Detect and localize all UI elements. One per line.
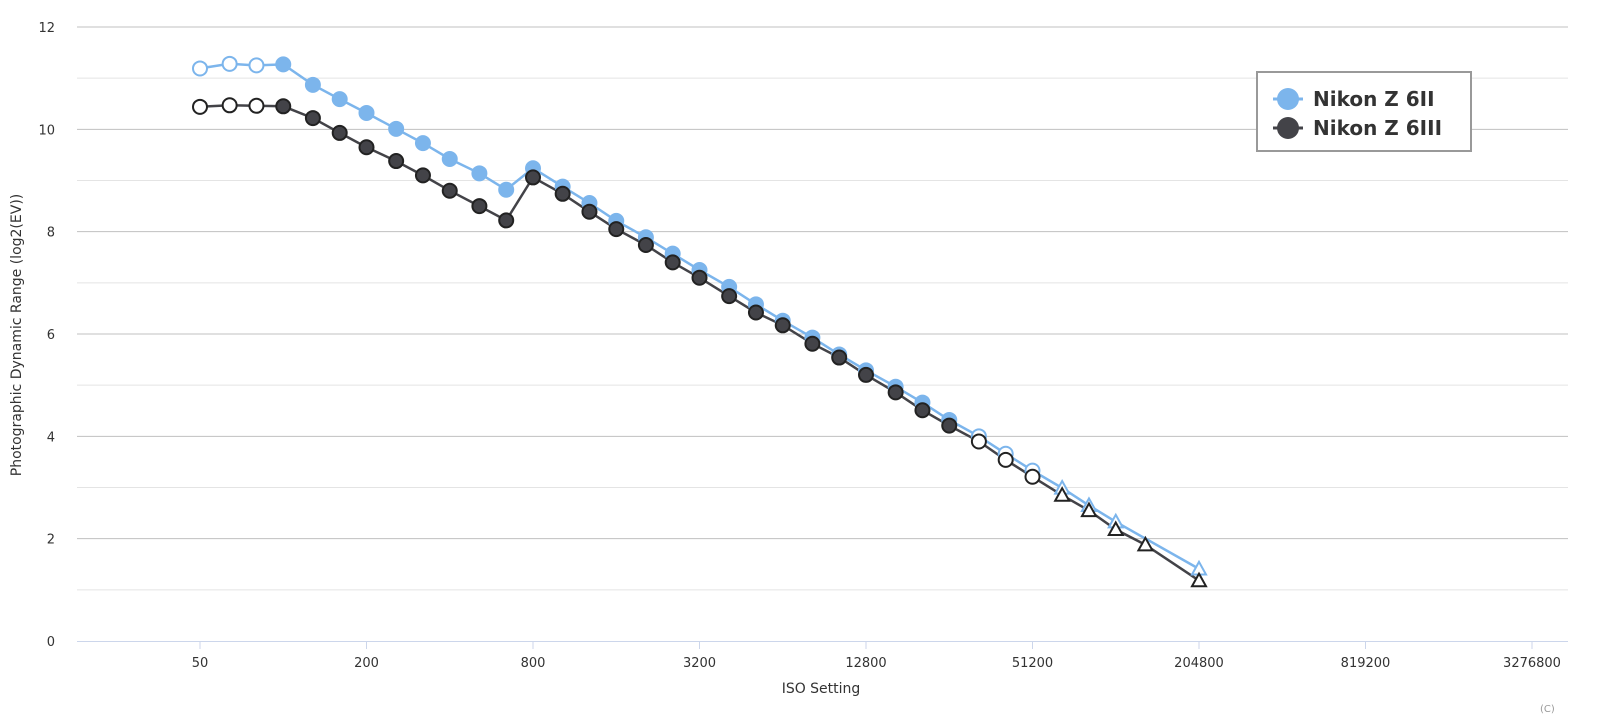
data-point-circle[interactable] — [581, 203, 598, 220]
data-point-triangle[interactable] — [1053, 486, 1071, 502]
data-point-circle[interactable] — [970, 433, 987, 450]
data-point-circle[interactable] — [358, 139, 375, 156]
y-tick-label: 8 — [47, 226, 55, 241]
data-point-circle[interactable] — [831, 349, 848, 366]
legend[interactable]: Nikon Z 6II Nikon Z 6III — [1256, 71, 1472, 152]
data-point-circle[interactable] — [221, 55, 238, 72]
legend-item-2[interactable]: Nikon Z 6III — [1273, 116, 1442, 140]
data-point-circle[interactable] — [804, 335, 821, 352]
data-point-circle[interactable] — [747, 304, 764, 321]
data-point-circle[interactable] — [608, 221, 625, 238]
data-markers — [192, 55, 1208, 588]
y-tick-label: 12 — [38, 21, 55, 36]
series-line-2[interactable] — [199, 104, 1200, 582]
data-point-circle[interactable] — [388, 153, 405, 170]
legend-label: Nikon Z 6II — [1313, 87, 1435, 111]
x-tick-label: 50 — [192, 656, 209, 671]
data-point-triangle[interactable] — [1080, 501, 1098, 518]
x-tick-label: 819200 — [1341, 656, 1391, 671]
y-tick-label: 4 — [47, 430, 55, 445]
y-tick-label: 10 — [38, 123, 55, 138]
data-point-circle[interactable] — [331, 124, 348, 141]
data-point-circle[interactable] — [498, 212, 515, 229]
data-point-circle[interactable] — [388, 120, 405, 137]
data-point-circle[interactable] — [498, 181, 515, 198]
data-point-circle[interactable] — [1024, 468, 1041, 485]
data-point-circle[interactable] — [331, 91, 348, 108]
data-point-circle[interactable] — [304, 110, 321, 127]
legend-label: Nikon Z 6III — [1313, 116, 1442, 140]
legend-item-1[interactable]: Nikon Z 6II — [1273, 87, 1435, 111]
data-point-circle[interactable] — [275, 56, 292, 73]
data-point-circle[interactable] — [248, 97, 265, 114]
data-point-circle[interactable] — [525, 169, 541, 186]
data-point-circle[interactable] — [304, 76, 321, 93]
data-point-triangle[interactable] — [1136, 535, 1155, 552]
y-axis-title: Photographic Dynamic Range (log2(EV)) — [9, 194, 25, 477]
chart-credit[interactable]: (C) — [1540, 704, 1555, 715]
data-point-triangle[interactable] — [1107, 520, 1125, 537]
x-tick-label: 3276800 — [1503, 656, 1561, 671]
data-point-circle[interactable] — [691, 269, 708, 286]
data-point-circle[interactable] — [358, 104, 375, 121]
x-axis-title: ISO Setting — [782, 681, 861, 697]
y-tick-label: 6 — [47, 328, 55, 343]
axes: 0 2 4 6 8 10 12 50 200 800 3200 12800 51200 204800 819… — [38, 21, 1568, 671]
data-point-circle[interactable] — [914, 402, 931, 419]
data-point-circle[interactable] — [887, 384, 904, 401]
data-point-circle[interactable] — [637, 236, 654, 253]
legend-marker — [1277, 117, 1299, 139]
data-point-circle[interactable] — [414, 135, 431, 152]
data-point-circle[interactable] — [221, 97, 238, 114]
x-tick-label: 204800 — [1174, 656, 1224, 671]
data-point-circle[interactable] — [248, 57, 265, 74]
y-tick-label: 2 — [47, 533, 55, 548]
x-tick-label: 200 — [354, 656, 379, 671]
legend-marker — [1277, 88, 1299, 110]
data-point-circle[interactable] — [192, 60, 208, 77]
data-point-circle[interactable] — [554, 185, 571, 202]
data-point-circle[interactable] — [441, 151, 458, 168]
data-point-circle[interactable] — [774, 317, 791, 334]
x-tick-label: 800 — [521, 656, 546, 671]
series-lines — [199, 62, 1200, 582]
data-point-circle[interactable] — [275, 98, 292, 115]
data-point-circle[interactable] — [941, 417, 958, 434]
data-point-circle[interactable] — [997, 451, 1014, 468]
x-tick-label: 12800 — [845, 656, 886, 671]
data-point-circle[interactable] — [858, 366, 874, 383]
data-point-triangle[interactable] — [1190, 571, 1208, 588]
data-point-circle[interactable] — [192, 98, 208, 115]
data-point-circle[interactable] — [441, 182, 458, 199]
data-point-circle[interactable] — [414, 167, 431, 184]
data-point-circle[interactable] — [471, 165, 488, 182]
data-point-circle[interactable] — [471, 198, 488, 215]
data-point-circle[interactable] — [664, 254, 681, 271]
x-tick-label: 51200 — [1012, 656, 1053, 671]
data-point-circle[interactable] — [721, 288, 738, 305]
x-tick-label: 3200 — [683, 656, 716, 671]
y-tick-label: 0 — [47, 635, 55, 650]
